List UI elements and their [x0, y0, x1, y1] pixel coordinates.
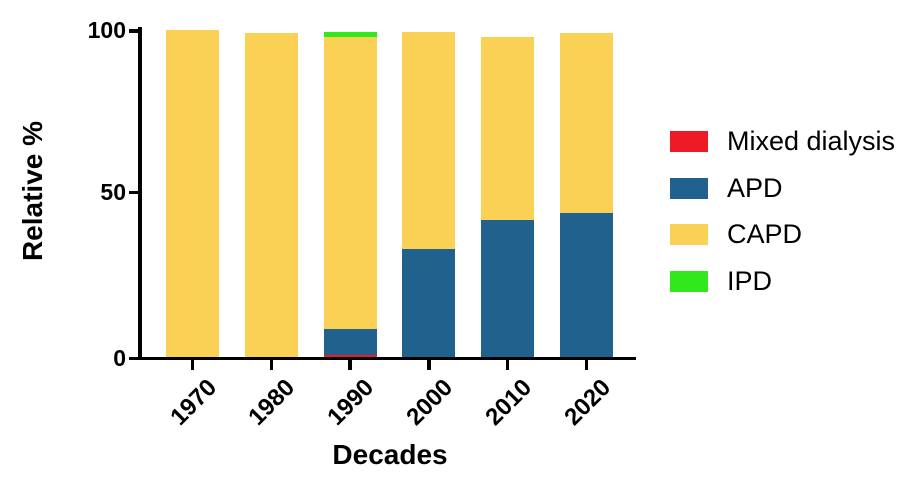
bar-segment-apd-2020 [560, 213, 613, 357]
x-tick-2000 [427, 357, 431, 370]
legend-item-capd: CAPD [670, 219, 895, 249]
legend-item-apd: APD [670, 172, 895, 203]
legend-label: CAPD [727, 219, 803, 249]
bar-segment-mixed-dialysis-1990 [323, 354, 377, 357]
legend: Mixed dialysis APD CAPD IPD [670, 126, 896, 317]
bar-segment-ipd-1990 [323, 32, 377, 37]
y-tick-label-0: 0 [113, 345, 126, 371]
bar-segment-capd-1970 [166, 30, 219, 357]
x-tick-2020 [584, 357, 589, 370]
bar-1990 [323, 32, 377, 357]
legend-label: APD [727, 172, 783, 203]
legend-swatch-mixed-dialysis [670, 131, 708, 152]
legend-swatch-capd [670, 224, 708, 245]
y-tick-label-100: 100 [87, 17, 126, 43]
bar-1980 [244, 33, 298, 357]
x-axis-line [138, 356, 636, 360]
x-tick-1990 [348, 357, 352, 370]
bar-segment-capd-2020 [560, 33, 613, 214]
legend-label: Mixed dialysis [727, 126, 896, 156]
bar-segment-apd-2000 [402, 249, 456, 357]
legend-label: IPD [727, 265, 773, 296]
x-tick-1970 [190, 357, 195, 370]
x-tick-label-1970: 1970 [164, 374, 222, 431]
x-tick-2010 [505, 357, 510, 370]
bar-2010 [481, 36, 535, 357]
legend-item-ipd: IPD [670, 265, 895, 296]
y-tick-100 [129, 29, 139, 33]
bar-2000 [402, 32, 456, 357]
bar-1970 [166, 30, 219, 357]
x-tick-1980 [269, 357, 274, 370]
y-tick-0 [129, 356, 139, 360]
y-tick-label-50: 50 [100, 179, 126, 205]
legend-item-mixed-dialysis: Mixed dialysis [670, 126, 896, 156]
bar-segment-apd-1990 [323, 329, 377, 355]
x-axis-title: Decades [332, 439, 448, 470]
legend-swatch-ipd [670, 270, 708, 292]
bar-segment-capd-1980 [244, 33, 298, 357]
legend-swatch-apd [670, 177, 708, 199]
bar-segment-capd-2010 [481, 36, 535, 220]
bar-segment-apd-2010 [481, 219, 535, 357]
bar-2020 [560, 33, 613, 357]
bar-segment-capd-1990 [323, 36, 377, 330]
y-axis-line [138, 27, 142, 360]
bar-segment-capd-2000 [402, 32, 456, 250]
y-tick-50 [129, 190, 139, 194]
x-tick-label-2020: 2020 [558, 374, 616, 431]
